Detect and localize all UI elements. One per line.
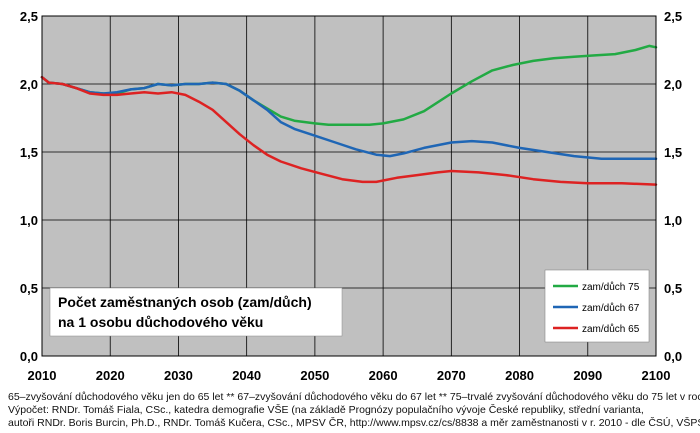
chart-title-line-2: na 1 osobu důchodového věku [58, 314, 263, 330]
series-line-65 [40, 75, 658, 186]
chart-title-line-1: Počet zaměstnaných osob (zam/důch) [58, 294, 312, 310]
y-tick-label-left: 2,5 [20, 9, 38, 24]
y-tick-label-right: 1,0 [664, 213, 682, 228]
axes: 2010 2020 2030 2040 2050 2060 2070 2080 2090 2100… [20, 9, 682, 383]
legend-label-65: zam/důch 65 [582, 323, 640, 335]
plot-area-border [41, 15, 657, 357]
series-lines [40, 44, 658, 186]
title-box: Počet zaměstnaných osob (zam/důch) na 1 … [49, 287, 343, 337]
x-tick-label: 2030 [164, 368, 193, 383]
legend-label-75: zam/důch 75 [582, 281, 640, 293]
y-tick-label-left: 1,5 [20, 145, 38, 160]
x-tick-label: 2010 [28, 368, 57, 383]
x-tick-label: 2100 [642, 368, 671, 383]
footnote-line-3: autoři RNDr. Boris Burcin, Ph.D., RNDr. … [8, 417, 700, 429]
legend: zam/důch 75 zam/důch 67 zam/důch 65 [544, 269, 650, 343]
x-tick-label: 2060 [369, 368, 398, 383]
y-tick-label-right: 2,0 [664, 77, 682, 92]
x-tick-label: 2080 [505, 368, 534, 383]
x-tick-label: 2090 [573, 368, 602, 383]
y-tick-label-left: 2,0 [20, 77, 38, 92]
series-line-67 [40, 75, 658, 161]
y-tick-label-left: 0,5 [20, 281, 38, 296]
x-tick-label: 2020 [96, 368, 125, 383]
x-tick-label: 2070 [437, 368, 466, 383]
footnote-line-2: Výpočet: RNDr. Tomáš Fiala, CSc., katedr… [8, 404, 644, 416]
x-tick-label: 2040 [232, 368, 261, 383]
y-tick-label-left: 0,0 [20, 349, 38, 364]
footnote-line-1: 65–zvyšování důchodového věku jen do 65 … [8, 391, 700, 403]
y-tick-label-left: 1,0 [20, 213, 38, 228]
y-tick-label-right: 0,5 [664, 281, 682, 296]
y-tick-label-right: 1,5 [664, 145, 682, 160]
x-tick-label: 2050 [300, 368, 329, 383]
y-tick-label-right: 2,5 [664, 9, 682, 24]
legend-label-67: zam/důch 67 [582, 302, 640, 314]
y-tick-label-right: 0,0 [664, 349, 682, 364]
